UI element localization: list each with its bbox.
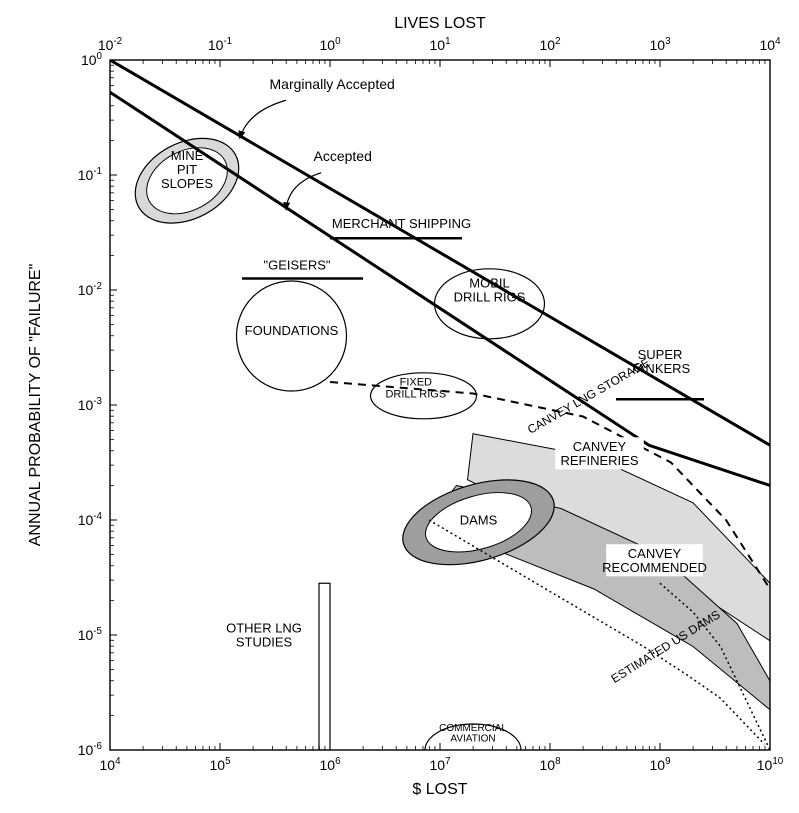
svg-text:MOBIL: MOBIL [469, 276, 509, 291]
risk-plot: { "canvas": { "width": 799, "height": 81… [0, 0, 799, 813]
svg-text:COMMERCIAL: COMMERCIAL [439, 723, 507, 734]
svg-text:FOUNDATIONS: FOUNDATIONS [245, 323, 339, 338]
svg-text:MERCHANT SHIPPING: MERCHANT SHIPPING [332, 216, 471, 231]
svg-text:ANNUAL PROBABILITY OF "FAILURE: ANNUAL PROBABILITY OF "FAILURE" [27, 264, 44, 547]
svg-text:DRILL RIGS: DRILL RIGS [385, 389, 446, 401]
svg-text:CANVEY: CANVEY [573, 439, 627, 454]
svg-text:LIVES LOST: LIVES LOST [394, 15, 486, 32]
svg-text:CANVEY: CANVEY [628, 546, 682, 561]
svg-text:DRILL RIGS: DRILL RIGS [454, 290, 526, 305]
svg-text:MINE: MINE [171, 148, 204, 163]
svg-text:AVIATION: AVIATION [450, 734, 495, 745]
svg-text:FIXED: FIXED [400, 377, 432, 389]
svg-text:OTHER LNG: OTHER LNG [226, 621, 302, 636]
svg-text:STUDIES: STUDIES [236, 635, 293, 650]
svg-text:$ LOST: $ LOST [412, 781, 467, 798]
svg-text:RECOMMENDED: RECOMMENDED [602, 560, 707, 575]
svg-text:REFINERIES: REFINERIES [560, 453, 638, 468]
svg-text:SLOPES: SLOPES [161, 176, 213, 191]
svg-text:Accepted: Accepted [314, 148, 372, 164]
svg-text:"GEISERS": "GEISERS" [263, 257, 330, 272]
svg-text:DAMS: DAMS [460, 513, 498, 528]
chart-svg: 10010-110-210-310-410-510-61041051061071… [0, 0, 799, 813]
svg-text:Marginally Accepted: Marginally Accepted [270, 76, 395, 92]
svg-text:PIT: PIT [177, 162, 197, 177]
